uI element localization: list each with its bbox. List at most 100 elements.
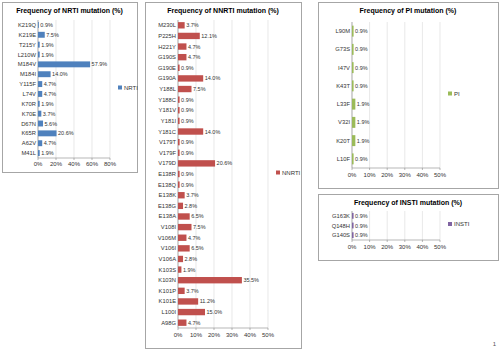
- data-label: 6.5%: [191, 245, 204, 251]
- bar: [352, 80, 354, 91]
- figure: Frequency of NRTI mutation (%)0%20%40%60…: [0, 0, 500, 350]
- bar: [178, 128, 203, 134]
- category-label: V106I: [161, 245, 177, 251]
- data-label: 0.9%: [181, 139, 194, 145]
- bar: [38, 111, 41, 117]
- category-label: K101P: [159, 288, 177, 294]
- category-label: Y188L: [159, 86, 177, 92]
- grid-line: [268, 20, 269, 328]
- chart-title: Frequency of PI mutation (%): [360, 7, 457, 15]
- category-label: V32I: [338, 119, 350, 125]
- category-label: G73S: [335, 46, 350, 52]
- category-label: G190E: [158, 65, 176, 71]
- tick-label: 20%: [50, 161, 63, 167]
- bar: [178, 298, 198, 304]
- bar: [178, 96, 180, 102]
- bar: [352, 117, 355, 128]
- bar: [38, 140, 42, 146]
- category-label: K219E: [19, 32, 37, 38]
- category-label: G140S: [332, 232, 350, 238]
- category-label: M184I: [20, 71, 37, 77]
- data-label: 20.6%: [217, 160, 233, 166]
- grid-line: [422, 211, 423, 240]
- grid-line: [440, 22, 441, 168]
- bar: [178, 245, 190, 251]
- category-label: L74V: [22, 91, 36, 97]
- bar: [38, 91, 42, 97]
- data-label: 0.9%: [181, 65, 194, 71]
- data-label: 1.9%: [41, 42, 54, 48]
- data-label: 15.0%: [207, 309, 223, 315]
- category-label: Q148H: [332, 223, 350, 229]
- data-label: 4.7%: [188, 54, 201, 60]
- tick-label: 10%: [190, 332, 203, 338]
- data-label: 35.5%: [243, 277, 259, 283]
- data-label: 2.8%: [185, 256, 198, 262]
- bars: [38, 22, 90, 156]
- bar: [352, 99, 355, 110]
- tick-label: 40%: [68, 161, 81, 167]
- legend-label: NNRTI: [282, 170, 301, 176]
- data-label: 0.9%: [181, 171, 194, 177]
- bar: [178, 256, 183, 262]
- grid-line: [387, 211, 388, 240]
- tick-label: 0%: [174, 332, 183, 338]
- tick-label: 30%: [399, 244, 412, 250]
- data-label: 12.1%: [201, 33, 217, 39]
- category-label: K70R: [21, 101, 36, 107]
- tick-label: 50%: [434, 244, 447, 250]
- bar: [178, 75, 203, 81]
- bar: [178, 171, 180, 177]
- data-label: 3.7%: [43, 111, 56, 117]
- category-label: M230L: [158, 22, 177, 28]
- category-label: V106M: [158, 235, 177, 241]
- category-label: V179T: [159, 139, 177, 145]
- data-label: 0.9%: [181, 118, 194, 124]
- category-label: E138Q: [158, 182, 177, 188]
- data-label: 0.9%: [355, 223, 368, 229]
- tick-label: 20%: [381, 172, 394, 178]
- chart-title: Frequency of NRTI mutation (%): [16, 7, 123, 15]
- panel-frame: [319, 3, 499, 189]
- data-label: 2.8%: [185, 203, 198, 209]
- data-label: 0.9%: [181, 97, 194, 103]
- category-label: L90M: [335, 28, 350, 34]
- bar: [38, 150, 40, 156]
- category-label: E138R: [158, 171, 176, 177]
- category-label: G190A: [158, 75, 176, 81]
- bar: [178, 309, 205, 315]
- bar: [38, 121, 43, 127]
- bar: [178, 224, 192, 230]
- bar: [178, 203, 183, 209]
- data-label: 11.2%: [200, 298, 215, 304]
- grid-line: [38, 20, 39, 158]
- grid-line: [369, 211, 370, 240]
- data-label: 7.5%: [193, 86, 206, 92]
- data-label: 4.7%: [44, 81, 57, 87]
- y-axis: [38, 20, 39, 158]
- bars: [352, 213, 354, 238]
- category-label: V179F: [159, 150, 177, 156]
- data-label: 0.9%: [355, 46, 368, 52]
- x-axis: [178, 328, 268, 329]
- tick-label: 40%: [416, 172, 429, 178]
- data-label: 1.9%: [41, 101, 54, 107]
- data-label: 4.7%: [44, 91, 57, 97]
- data-label: 4.7%: [188, 44, 201, 50]
- legend-swatch: [448, 92, 452, 96]
- category-label: L10F: [337, 156, 351, 162]
- grid-line: [56, 20, 57, 158]
- category-label: P225H: [158, 33, 176, 39]
- bar: [178, 235, 186, 241]
- panel-frame: [3, 3, 138, 173]
- category-label: Y188C: [158, 97, 176, 103]
- data-label: 4.7%: [188, 320, 201, 326]
- category-label: G190S: [158, 54, 176, 60]
- bar: [178, 277, 242, 283]
- data-label: 1.9%: [41, 52, 54, 58]
- tick-label: 30%: [399, 172, 412, 178]
- tick-label: 0%: [348, 244, 357, 250]
- bar: [38, 130, 57, 136]
- data-label: 57.9%: [92, 61, 108, 67]
- category-label: M41L: [21, 150, 36, 156]
